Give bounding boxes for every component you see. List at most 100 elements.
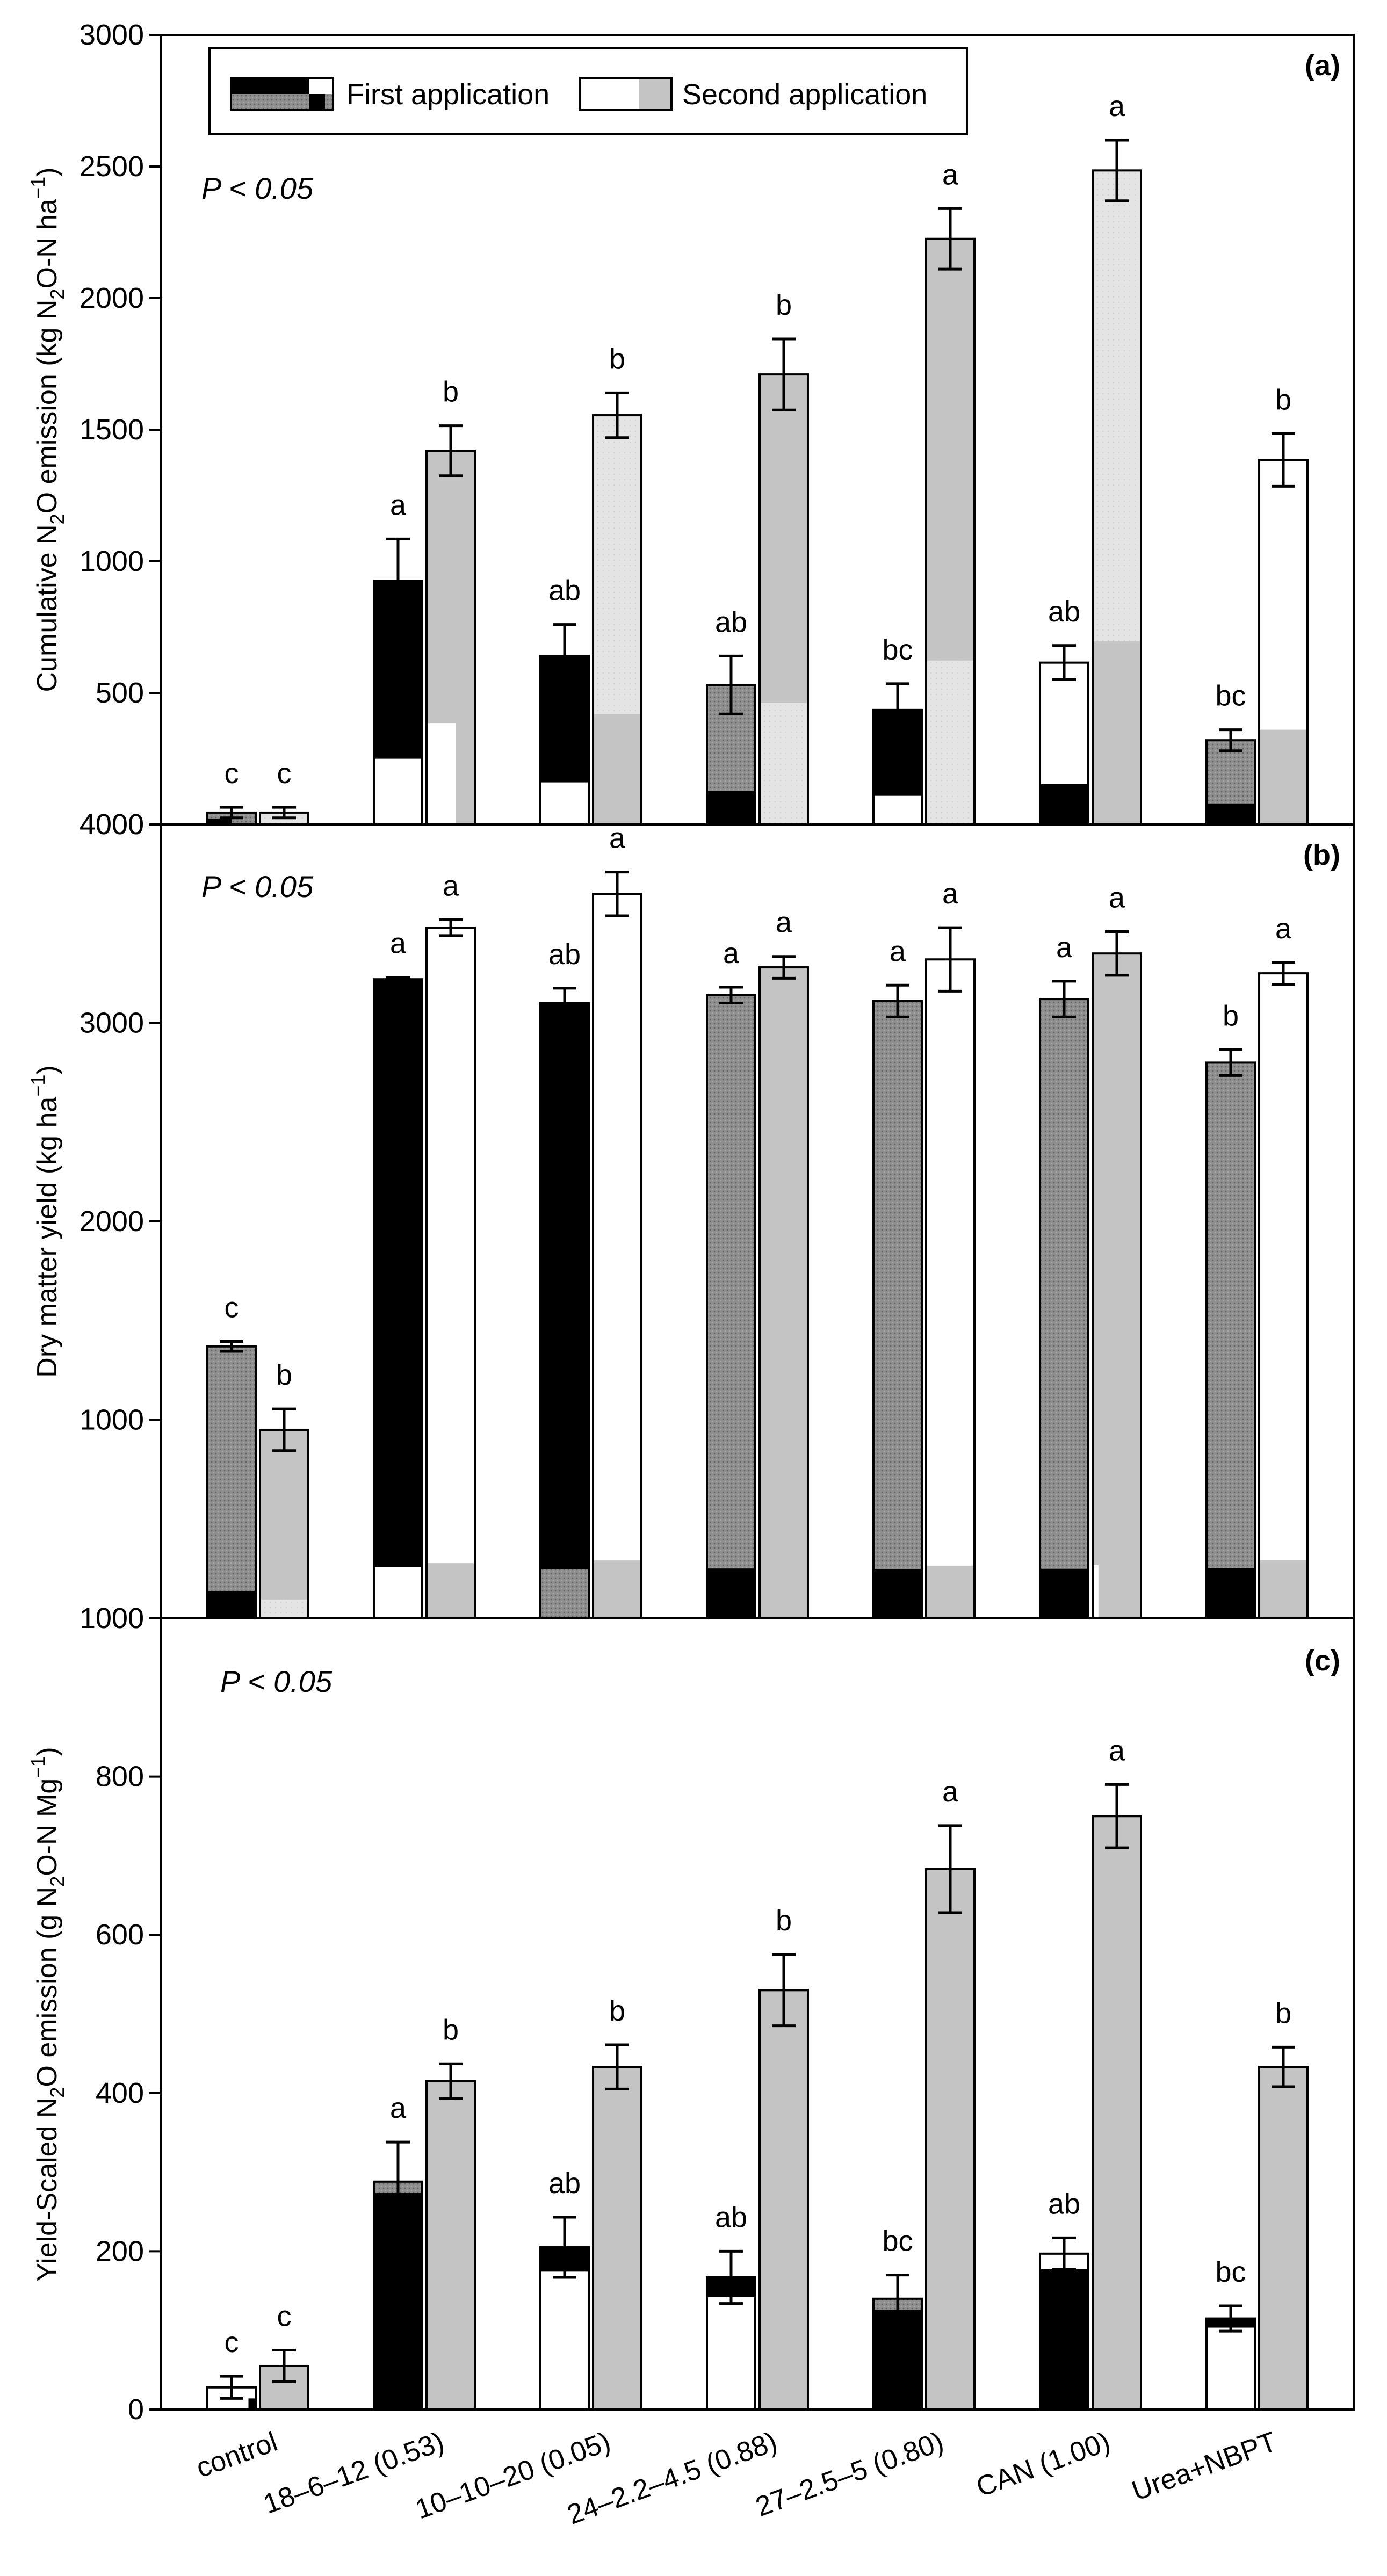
letter-c-1-5: a — [1109, 1734, 1125, 1767]
y-tick-label-c-4: 800 — [96, 1761, 144, 1793]
panel-b-tag: (b) — [1303, 839, 1340, 871]
bar-c-first-5 — [1039, 2252, 1089, 2411]
letter-c-0-3: ab — [715, 2201, 747, 2233]
bar-c-second-6 — [1258, 2066, 1309, 2411]
panel-a-tag: (a) — [1305, 49, 1340, 82]
error-bar-b-1-6 — [1272, 961, 1295, 986]
letter-b-0-3: a — [723, 937, 740, 969]
letter-b-1-5: a — [1109, 882, 1125, 914]
letter-b-1-6: a — [1275, 913, 1292, 945]
bar-a-first-6 — [1205, 739, 1256, 826]
panel-a-p-value: P < 0.05 — [201, 171, 314, 205]
y-tick-label-a-4: 2000 — [80, 282, 144, 314]
letter-c-1-0: c — [277, 2300, 292, 2333]
letter-a-1-1: b — [443, 376, 459, 408]
error-bar-c-1-0 — [272, 2349, 296, 2383]
letter-c-0-5: ab — [1048, 2188, 1080, 2220]
y-tick-label-c-1: 200 — [96, 2235, 144, 2267]
error-bar-a-1-1 — [439, 424, 463, 477]
error-bar-a-1-5 — [1105, 139, 1129, 202]
panel-c-p-value: P < 0.05 — [220, 1665, 333, 1698]
letter-a-1-5: a — [1109, 90, 1125, 122]
error-bar-b-0-3 — [719, 986, 743, 1005]
bar-c-second-4 — [925, 1868, 976, 2411]
letter-a-0-2: ab — [548, 575, 581, 607]
bar-c-second-1 — [425, 2080, 476, 2411]
letter-b-1-4: a — [942, 878, 959, 910]
error-bar-b-0-6 — [1219, 1048, 1242, 1077]
letter-b-0-1: a — [390, 928, 407, 960]
letter-c-1-4: a — [942, 1776, 959, 1808]
error-bar-a-0-4 — [886, 682, 909, 738]
category-label-4: 27–2.5–5 (0.80) — [752, 2426, 948, 2523]
letter-b-1-1: a — [443, 870, 459, 902]
y-tick-label-c-3: 600 — [96, 1919, 144, 1951]
y-tick-label-a-0: 4000 — [80, 808, 144, 841]
error-bar-a-1-4 — [938, 207, 962, 271]
error-bar-c-0-2 — [553, 2216, 576, 2279]
bar-b-first-0 — [206, 1345, 257, 1619]
bar-b-first-6 — [1205, 1061, 1256, 1619]
bar-a-second-6 — [1258, 459, 1309, 826]
y-tick-label-a-3: 1500 — [80, 414, 144, 446]
y-tick-label-b-4: 4000 — [80, 808, 144, 841]
y-axis-label-a: Cumulative N2O emission (kg N2O-N ha−1) — [27, 168, 68, 692]
bar-b-second-5 — [1092, 952, 1142, 1619]
y-tick-label-a-2: 1000 — [80, 545, 144, 577]
error-bar-b-0-1 — [386, 976, 410, 983]
bar-c-second-2 — [592, 2066, 642, 2411]
letter-b-1-3: a — [776, 907, 792, 939]
letter-b-0-0: c — [225, 1292, 239, 1324]
letter-a-1-0: c — [277, 757, 292, 790]
bar-a-first-5 — [1039, 661, 1089, 826]
error-bar-a-0-3 — [719, 654, 743, 715]
bar-a-second-5 — [1092, 169, 1142, 826]
error-bar-c-0-6 — [1219, 2304, 1242, 2333]
error-bar-a-0-0 — [220, 806, 243, 820]
error-bar-a-1-2 — [605, 391, 629, 439]
error-bar-b-0-4 — [886, 983, 909, 1018]
y-axis-label-c: Yield-Scaled N2O emission (g N2O-N Mg−1) — [27, 1747, 68, 2281]
error-bar-c-0-5 — [1052, 2236, 1076, 2271]
error-bar-c-0-4 — [886, 2274, 909, 2324]
letter-c-0-6: bc — [1215, 2256, 1246, 2288]
letter-b-0-5: a — [1056, 931, 1073, 964]
error-bar-a-0-1 — [386, 537, 410, 625]
letter-c-1-2: b — [609, 1995, 625, 2027]
error-bar-a-0-2 — [553, 623, 576, 689]
letter-c-0-2: ab — [548, 2167, 581, 2199]
letter-a-0-3: ab — [715, 606, 747, 638]
letter-a-0-5: ab — [1048, 596, 1080, 628]
category-label-0: control — [192, 2426, 282, 2484]
bar-b-second-6 — [1258, 972, 1309, 1619]
error-bar-c-1-6 — [1272, 2045, 1295, 2088]
error-bar-a-0-5 — [1052, 644, 1076, 681]
bar-b-second-0 — [259, 1428, 309, 1620]
letter-a-1-4: a — [942, 158, 959, 191]
bar-b-first-4 — [872, 1000, 923, 1619]
y-tick-label-a-6: 3000 — [80, 19, 144, 51]
ticks-layer: 4000500100015002000250030001000100020003… — [80, 19, 161, 2426]
legend-first-label: First application — [346, 78, 550, 111]
y-tick-label-b-2: 2000 — [80, 1205, 144, 1238]
error-bar-b-1-2 — [605, 871, 629, 917]
letter-a-0-4: bc — [882, 634, 913, 666]
panel-b-frame — [160, 823, 1355, 1619]
y-tick-label-c-2: 400 — [96, 2077, 144, 2109]
error-bar-a-1-3 — [772, 337, 796, 411]
panel-a-frame — [160, 34, 1355, 826]
error-bar-b-1-5 — [1105, 930, 1129, 977]
letter-a-0-0: c — [225, 757, 239, 790]
y-tick-label-a-1: 500 — [96, 677, 144, 709]
bar-b-second-3 — [758, 966, 809, 1619]
category-label-5: CAN (1.00) — [972, 2426, 1114, 2503]
bar-b-first-3 — [706, 994, 756, 1619]
bar-b-second-1 — [425, 927, 476, 1619]
bar-a-second-4 — [925, 237, 976, 826]
panel-c-frame — [160, 1617, 1355, 2411]
bar-a-second-2 — [592, 414, 642, 826]
legend: First application Second application — [208, 47, 968, 135]
bar-c-second-5 — [1092, 1815, 1142, 2411]
bar-b-second-4 — [925, 958, 976, 1619]
